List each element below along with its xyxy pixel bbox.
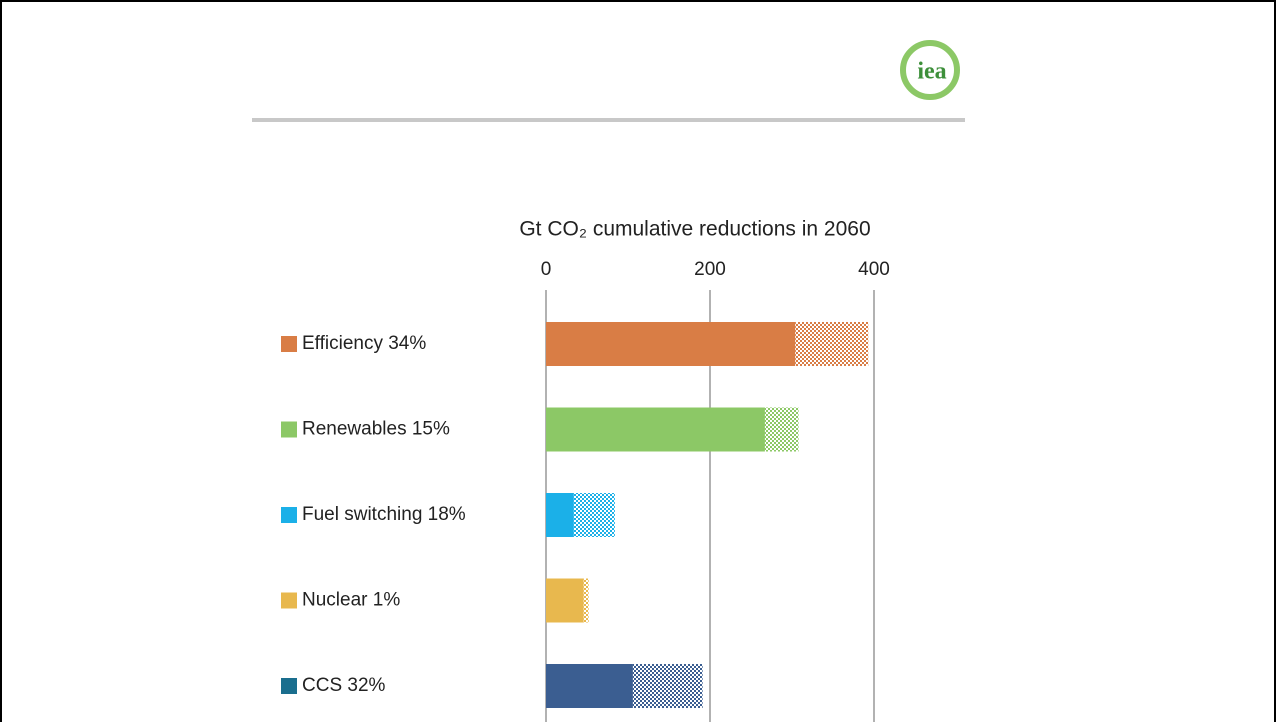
x-tick-label: 0 <box>541 259 552 280</box>
bar-segment <box>546 578 584 623</box>
bar-segment <box>546 493 574 537</box>
bar-segment <box>573 493 615 537</box>
legend-swatch <box>281 336 297 352</box>
bar-segment <box>546 322 796 366</box>
bar-segment <box>546 407 765 452</box>
x-tick-label: 400 <box>858 259 890 280</box>
legend-swatch <box>281 592 297 609</box>
legend-label: Efficiency 34% <box>302 333 426 354</box>
legend-label: CCS 32% <box>302 675 386 696</box>
bar-segment <box>632 664 703 708</box>
bar-segment <box>795 322 869 366</box>
chart-title: Gt CO₂ cumulative reductions in 2060 <box>519 218 870 241</box>
legend-label: Fuel switching 18% <box>302 504 466 525</box>
bar-segment <box>546 664 633 708</box>
x-tick-label: 200 <box>694 259 726 280</box>
legend-swatch <box>281 678 297 694</box>
bar-segment <box>764 407 799 452</box>
bar-segment <box>583 578 589 623</box>
legend-swatch <box>281 507 297 523</box>
legend-label: Renewables 15% <box>302 419 450 440</box>
legend-label: Nuclear 1% <box>302 590 400 611</box>
logo-ring <box>900 40 960 100</box>
logo: iea <box>917 59 946 85</box>
legend-swatch <box>281 421 297 438</box>
